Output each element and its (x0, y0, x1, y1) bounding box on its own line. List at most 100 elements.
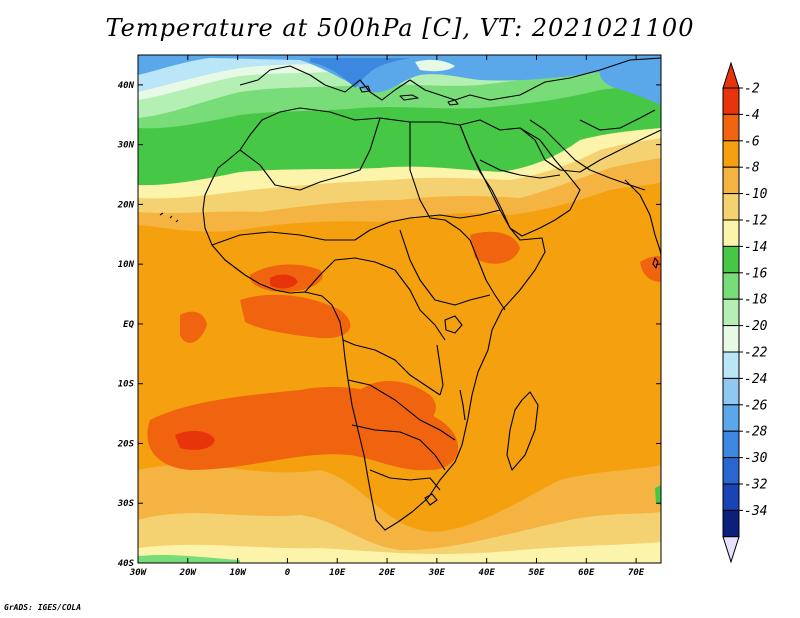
colorbar-bottom-arrow (722, 536, 740, 564)
field-hot-central (359, 380, 436, 429)
lesotho (424, 493, 438, 506)
colorbar-segment (722, 87, 740, 115)
lon-tick-label: 10E (329, 568, 346, 578)
field-north-cyan (138, 55, 661, 100)
grads-credit: GrADS: IGES/COLA (4, 603, 82, 612)
lake-victoria (444, 315, 463, 334)
border-east-africa (469, 239, 506, 311)
field-hot-core-guinea (270, 274, 298, 289)
colorbar-label: -32 (744, 478, 768, 493)
lat-tick-label: EQ (123, 320, 134, 330)
border-southern-1 (347, 379, 456, 441)
lake-tanganyika (436, 344, 444, 396)
map-title: Temperature at 500hPa [C], VT: 202102110… (105, 14, 695, 42)
field-south-pale (138, 542, 661, 563)
lon-tick-label: 50E (528, 568, 545, 578)
lat-tick-label: 30N (117, 141, 135, 151)
colorbar-label: -10 (744, 187, 768, 202)
border-sahara-west (239, 117, 381, 191)
lat-tick-label: 40S (118, 559, 135, 569)
field-north-pale-spot (415, 59, 455, 72)
colorbar-segment (722, 140, 740, 168)
field-southeast-green (655, 485, 661, 505)
coastlines-and-borders (159, 57, 661, 531)
arabia-coast (459, 119, 581, 237)
lon-tick-label: 30W (129, 568, 148, 578)
lon-tick-label: 20E (378, 568, 396, 578)
crete (399, 94, 419, 101)
colorbar-label: -20 (744, 319, 768, 334)
colorbar-segment (722, 113, 740, 142)
field-south-green (138, 554, 240, 563)
field-north-blue-dark (310, 58, 410, 88)
border-afghanistan (579, 109, 656, 131)
lon-tick-label: 70E (628, 568, 645, 578)
longitude-axis: 30W 20W 10W 0 10E 20E 30E 40E 50E 60E 70E (129, 55, 645, 578)
colorbar-label: -12 (744, 214, 768, 229)
lon-tick-label: 30E (428, 568, 446, 578)
lake-malawi (459, 389, 466, 421)
border-southern-2 (351, 424, 446, 471)
africa-coastline (202, 107, 546, 531)
lon-tick-label: 0 (285, 568, 291, 578)
india-coast (624, 179, 661, 256)
colorbar-segment (722, 351, 740, 379)
colorbar-label: -16 (744, 266, 768, 281)
colorbar: -2 -4 -6 -8 -10 -12 -14 -16 -18 -20 -22 -24 -26 -28 -3… (722, 61, 768, 564)
europe-coast (239, 57, 661, 101)
lat-tick-label: 10S (118, 380, 135, 390)
lat-tick-label: 30S (117, 499, 135, 509)
colorbar-label: -18 (744, 293, 768, 308)
border-arabia-1 (479, 159, 561, 179)
colorbar-segment (722, 377, 740, 406)
colorbar-segment (722, 272, 740, 300)
colorbar-segment (722, 298, 740, 327)
lon-tick-label: 10W (229, 568, 247, 578)
colorbar-segment (722, 325, 740, 353)
colorbar-segment (722, 166, 740, 195)
colorbar-segment (722, 509, 740, 538)
plot-frame (137, 54, 662, 564)
sicily (359, 85, 371, 93)
colorbar-segment (722, 245, 740, 274)
lat-tick-label: 20N (117, 200, 135, 210)
border-iran (519, 127, 661, 173)
colorbar-segment (722, 219, 740, 247)
lon-tick-label: 40E (479, 568, 496, 578)
lat-tick-label: 40N (118, 81, 135, 91)
colorbar-label: -4 (744, 108, 760, 123)
persian-gulf-coast (529, 119, 646, 191)
cyprus (447, 99, 459, 106)
border-central-east (399, 229, 491, 306)
colorbar-segment (722, 457, 740, 485)
colorbar-label: -28 (744, 425, 768, 440)
field-north-blue-light (138, 55, 661, 92)
field-north-blue-mid (138, 55, 661, 93)
colorbar-label: -14 (744, 240, 767, 255)
colorbar-label: -22 (744, 346, 768, 361)
border-southern-3 (369, 469, 441, 491)
field-hot-ethiopia (470, 231, 520, 264)
madagascar (506, 391, 539, 471)
field-hot-core-south (175, 430, 215, 450)
colorbar-segment (722, 193, 740, 221)
colorbar-top-arrow (722, 61, 740, 89)
border-sahel (211, 209, 501, 246)
sri-lanka (652, 257, 659, 269)
field-hot-atlantic (180, 311, 207, 343)
latitude-axis: 40N 30N 20N 10N EQ 10S 20S 30S 40S (117, 81, 661, 569)
colorbar-label: -26 (744, 398, 768, 413)
colorbar-label: -24 (744, 372, 767, 387)
field-hot-india (640, 255, 661, 282)
lat-tick-label: 10N (118, 260, 135, 270)
colorbar-segment (722, 483, 740, 511)
colorbar-label: -8 (744, 161, 760, 176)
colorbar-label: -30 (744, 451, 768, 466)
border-central-west (304, 257, 446, 341)
field-east-blue-spot (599, 60, 661, 105)
colorbar-label: -34 (744, 504, 767, 519)
lon-tick-label: 20W (179, 568, 198, 578)
lon-tick-label: 60E (578, 568, 595, 578)
lat-tick-label: 20S (117, 439, 135, 449)
